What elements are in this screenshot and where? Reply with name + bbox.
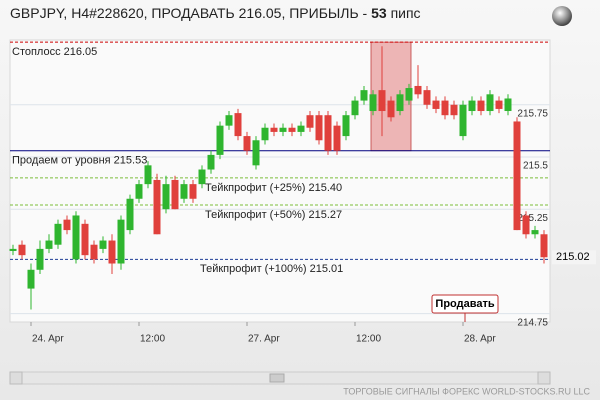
candle-body (405, 88, 413, 101)
candle-body (99, 240, 107, 249)
marks: 215.75 215.5 215.25 214.75 24. Apr 12:00 27. A… (9, 41, 596, 345)
candle-body (171, 179, 179, 210)
sell-button[interactable] (431, 294, 499, 314)
candle-body (180, 184, 188, 199)
scroll-left[interactable] (9, 371, 23, 385)
candle-body (162, 184, 170, 210)
candle-body (18, 244, 26, 256)
candle-body (387, 100, 395, 118)
candle-body (504, 98, 512, 112)
candle-body (225, 115, 233, 126)
candle-body (108, 240, 116, 264)
header-profit: 53 (371, 5, 387, 21)
candle-body (72, 215, 80, 260)
candle-body (207, 154, 215, 170)
candle-body (369, 94, 377, 112)
header-unit: пипс (391, 5, 421, 21)
scroll-right[interactable] (537, 371, 551, 385)
candle-body (252, 140, 260, 166)
candle-body (90, 244, 98, 260)
candle-body (63, 219, 71, 231)
candle-body (135, 184, 143, 199)
candle-body (117, 219, 125, 264)
candle-body (468, 100, 476, 112)
candle-body (450, 104, 458, 116)
candle-body (216, 125, 224, 155)
candle-body (432, 100, 440, 109)
candle-body (144, 165, 152, 185)
candle-body (486, 94, 494, 112)
candle-body (333, 125, 341, 151)
scroll-thumb[interactable] (269, 373, 285, 383)
globe-icon[interactable] (552, 6, 572, 26)
plot-area (9, 39, 551, 323)
candle-body (378, 90, 386, 112)
candle-body (81, 223, 89, 256)
level-label: Продаем от уровня 215.53 (12, 155, 147, 167)
candle-body (522, 215, 530, 235)
footer: ТОРГОВЫЕ СИГНАЛЫ ФОРЕКС WORLD-STOCKS.RU … (343, 386, 590, 396)
candle-body (45, 240, 53, 249)
candle-body (540, 234, 548, 258)
sell-button-label: Продавать (435, 298, 494, 310)
y-tick-label: 215.75 (517, 108, 548, 119)
candle-body (288, 127, 296, 132)
y-tick-label: 215.25 (517, 213, 548, 224)
x-tick-label: 12:00 (140, 334, 165, 345)
candle-body (279, 127, 287, 132)
x-tick-label: 28. Apr (464, 334, 496, 345)
candle-body (261, 127, 269, 141)
candle-body (477, 100, 485, 112)
candle-body (513, 121, 521, 231)
candle-body (198, 169, 206, 185)
candle-body (396, 94, 404, 112)
candle-body (234, 113, 242, 137)
y-tick-label: 215.5 (523, 161, 548, 172)
candle-body (441, 100, 449, 116)
candle-body (414, 85, 422, 95)
level-label: Тейкпрофит (+25%) 215.40 (205, 182, 342, 194)
candle-body (423, 90, 431, 105)
candle-body (531, 230, 539, 235)
x-tick-label: 24. Apr (32, 334, 64, 345)
candle-body (315, 115, 323, 141)
candle-body (459, 104, 467, 137)
candle-body (270, 127, 278, 132)
level-label: Тейкпрофит (+50%) 215.27 (205, 209, 342, 221)
x-tick-label: 12:00 (356, 334, 381, 345)
candle-body (360, 90, 368, 101)
header-text: GBPJPY, H4#228620, ПРОДАВАТЬ 216.05, ПРИ… (10, 5, 371, 21)
candle-body (297, 125, 305, 132)
y-tick-label: 214.75 (517, 317, 548, 328)
candle-body (9, 248, 17, 251)
candle-body (27, 269, 35, 289)
header: GBPJPY, H4#228620, ПРОДАВАТЬ 216.05, ПРИ… (10, 5, 421, 21)
candle-body (351, 100, 359, 116)
candle-body (54, 223, 62, 245)
level-label: Тейкпрофит (+100%) 215.01 (200, 263, 343, 275)
last-price-box (552, 250, 596, 265)
candle-body (306, 115, 314, 128)
candle-body (126, 198, 134, 231)
candle-body (495, 100, 503, 109)
candle-body (324, 115, 332, 151)
candle-body (153, 179, 161, 235)
last-price-label: 215.02 (556, 251, 590, 263)
candle-body (342, 115, 350, 137)
candle-body (189, 184, 197, 199)
candle-body (36, 248, 44, 270)
x-tick-label: 27. Apr (248, 334, 280, 345)
candle-body (243, 136, 251, 151)
level-label: Стоплосс 216.05 (12, 46, 97, 58)
